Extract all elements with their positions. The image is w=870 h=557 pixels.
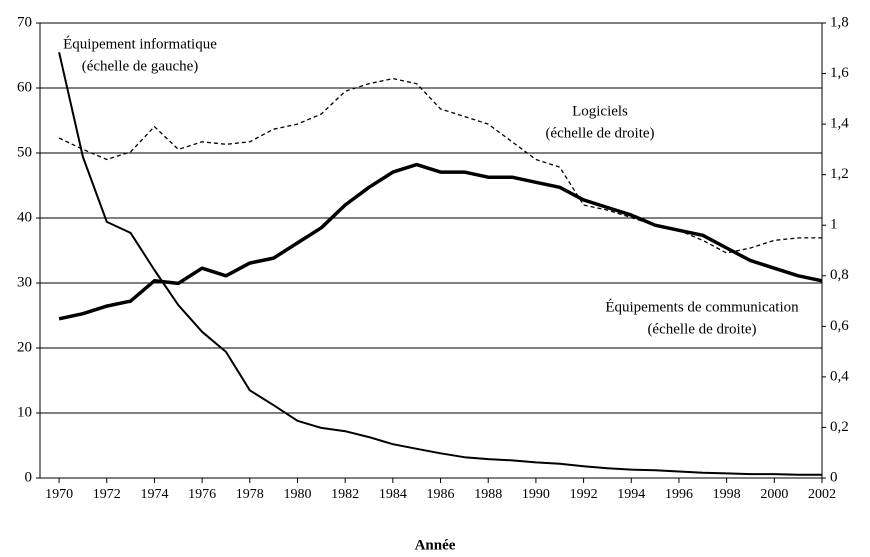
y-tick-label: 50 xyxy=(17,144,32,160)
y-tick-label: 20 xyxy=(17,339,32,355)
x-tick-label: 1974 xyxy=(140,487,168,502)
x-tick-label: 1998 xyxy=(713,487,741,502)
series-label: Équipements de communication xyxy=(605,298,799,315)
series-label: Équipement informatique xyxy=(63,35,217,52)
series-line xyxy=(58,77,822,254)
y2-tick-label: 0,2 xyxy=(830,419,849,435)
x-tick-label: 1988 xyxy=(474,487,502,502)
series-line xyxy=(58,52,822,476)
y2-tick-label: 1,6 xyxy=(830,65,849,81)
x-tick-label: 1986 xyxy=(427,487,455,502)
series-note: (échelle de gauche) xyxy=(82,58,199,74)
y2-tick-label: 0,6 xyxy=(830,318,849,334)
y2-tick-label: 0,8 xyxy=(830,267,849,283)
x-tick-label: 1972 xyxy=(93,487,121,502)
series-note: (échelle de droite) xyxy=(647,321,756,337)
y2-tick-label: 0,4 xyxy=(830,368,849,384)
x-tick-label: 1982 xyxy=(331,487,359,502)
y2-tick-label: 1,4 xyxy=(830,116,849,132)
x-tick-label: 1984 xyxy=(379,487,407,502)
x-tick-label: 1970 xyxy=(45,487,73,502)
y2-tick-label: 1,2 xyxy=(830,166,849,182)
y-tick-label: 10 xyxy=(17,404,32,420)
x-tick-label: 2000 xyxy=(760,487,788,502)
x-tick-label: 1992 xyxy=(570,487,598,502)
y-tick-label: 30 xyxy=(17,274,32,290)
y-tick-label: 60 xyxy=(17,79,32,95)
series-label: Logiciels xyxy=(572,103,628,119)
x-tick-label: 1994 xyxy=(617,487,645,502)
y2-tick-label: 1 xyxy=(830,217,838,233)
x-tick-label: 1976 xyxy=(188,487,216,502)
series-note: (échelle de droite) xyxy=(545,125,654,141)
x-tick-label: 1980 xyxy=(283,487,311,502)
x-tick-label: 1996 xyxy=(665,487,693,502)
y2-tick-label: 1,8 xyxy=(830,14,849,30)
x-tick-label: 1990 xyxy=(522,487,550,502)
y2-tick-label: 0 xyxy=(830,469,838,485)
y-tick-label: 70 xyxy=(17,14,32,30)
x-tick-label: 2002 xyxy=(808,487,836,502)
series-line xyxy=(58,162,823,321)
y-tick-label: 0 xyxy=(25,469,33,485)
x-axis-label: Année xyxy=(415,537,456,553)
y-tick-label: 40 xyxy=(17,209,32,225)
x-tick-label: 1978 xyxy=(236,487,264,502)
